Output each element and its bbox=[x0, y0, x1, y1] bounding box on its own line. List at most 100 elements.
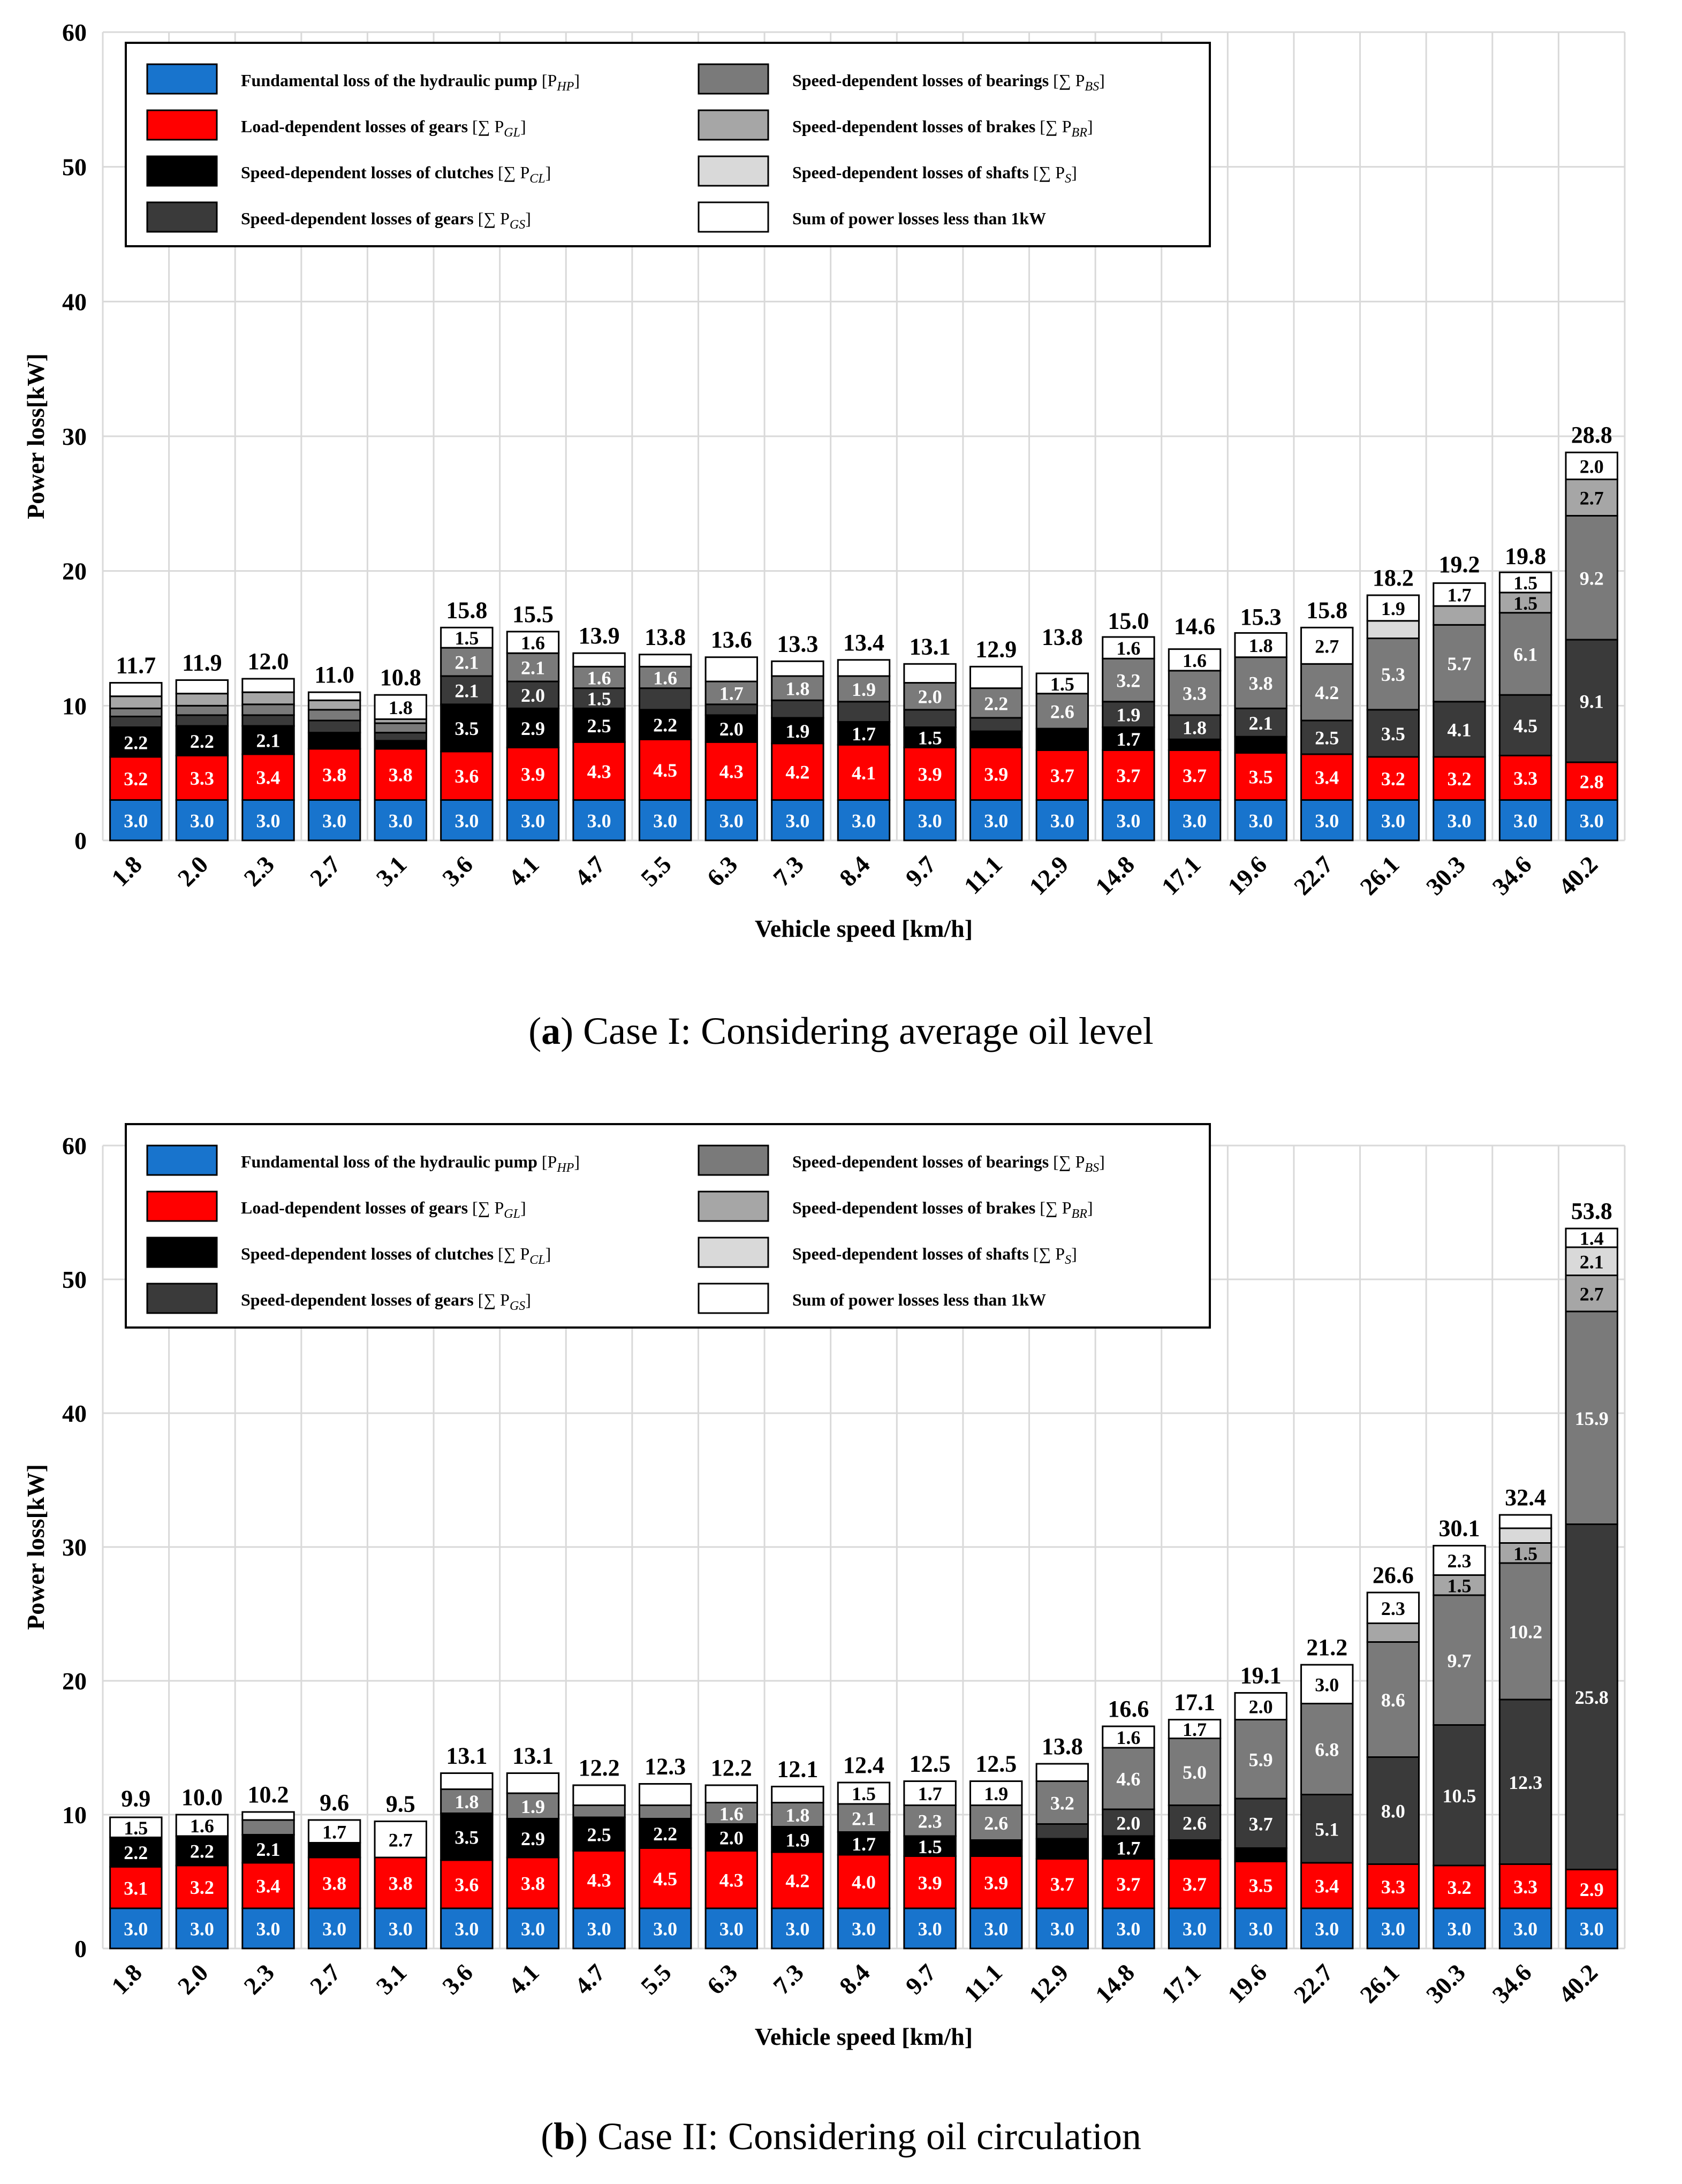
segment-value-label: 2.7 bbox=[389, 1829, 413, 1851]
y-tick-label: 10 bbox=[62, 1801, 87, 1829]
bar-segment-lt1 bbox=[175, 1814, 229, 1837]
segment-value-label: 3.0 bbox=[322, 810, 346, 831]
bar-segment-hp bbox=[903, 1907, 957, 1950]
caption-case-1-letter: a bbox=[541, 1010, 561, 1052]
bar-segment-gl bbox=[903, 746, 957, 801]
segment-value-label: 3.0 bbox=[1315, 810, 1339, 831]
segment-value-label: 2.1 bbox=[852, 1808, 876, 1829]
segment-value-label: 3.0 bbox=[984, 810, 1008, 831]
bar-total-label: 21.2 bbox=[1306, 1634, 1347, 1660]
segment-value-label: 2.5 bbox=[587, 715, 611, 737]
legend-label: Load-dependent losses of gears [∑ PGL] bbox=[241, 117, 526, 140]
segment-value-label: 1.8 bbox=[785, 1804, 809, 1826]
bar-segment-cl bbox=[638, 1818, 692, 1849]
segment-value-label: 1.9 bbox=[1116, 704, 1140, 726]
bar-segment-bs bbox=[969, 687, 1023, 719]
bars: 3.0 3.1 2.2 1.5 9.9 3.0 3.2 2.2 1.6 10.0 3.0 3.4 2.1… bbox=[109, 1198, 1618, 1950]
bar-segment-gl bbox=[1102, 749, 1155, 801]
bar-segment-br bbox=[307, 699, 361, 711]
legend-symbol: [P bbox=[542, 1152, 557, 1171]
legend-symbol-subscript: CL bbox=[529, 1253, 545, 1267]
bar-segment-gl bbox=[704, 741, 758, 801]
x-tick-label: 2.0 bbox=[172, 1959, 214, 2000]
bar-segment-bs bbox=[374, 722, 427, 734]
bar-segment-br bbox=[241, 691, 295, 706]
segment-value-label: 1.5 bbox=[1513, 572, 1537, 594]
x-axis-label: Vehicle speed [km/h] bbox=[755, 915, 973, 942]
legend-label: Speed-dependent losses of gears [∑ PGS] bbox=[241, 209, 531, 232]
segment-value-label: 2.8 bbox=[1580, 771, 1604, 792]
bar-segment-lt1 bbox=[771, 660, 824, 677]
segment-value-label: 3.0 bbox=[1116, 810, 1140, 831]
bar-segment-lt1 bbox=[175, 679, 229, 695]
bar-segment-hp bbox=[572, 799, 626, 841]
segment-value-label: 1.5 bbox=[1050, 673, 1074, 695]
bar-segment-lt1 bbox=[1366, 1591, 1420, 1624]
bar-segment-lt1 bbox=[1366, 594, 1420, 622]
bar-segment-lt1 bbox=[638, 654, 692, 668]
bar-segment-lt1 bbox=[307, 1819, 361, 1844]
bar-segment-cl bbox=[506, 707, 560, 748]
y-tick-label: 60 bbox=[62, 1132, 87, 1159]
bar-segment-cl bbox=[903, 726, 957, 748]
bar-stack: 3.0 4.3 2.01.6 12.2 bbox=[704, 1755, 758, 1950]
x-tick-label: 17.1 bbox=[1156, 851, 1206, 900]
bar-stack: 3.0 3.9 2.9 2.0 2.1 1.6 15.5 bbox=[506, 601, 560, 841]
segment-value-label: 3.3 bbox=[1513, 1876, 1537, 1898]
bar-stack: 3.0 3.3 12.3 10.2 1.5 32.4 bbox=[1498, 1484, 1552, 1950]
bar-segment-gs bbox=[1234, 707, 1287, 738]
bar-total-label: 17.1 bbox=[1174, 1689, 1215, 1716]
bar-segment-gs bbox=[1234, 1798, 1287, 1849]
legend-item-br: Speed-dependent losses of brakes [∑ PBR] bbox=[698, 109, 1093, 141]
bar-segment-gl bbox=[440, 1859, 494, 1909]
y-tick-label: 30 bbox=[62, 423, 87, 450]
legend-symbol: [∑ P bbox=[498, 163, 529, 182]
segment-value-label: 3.2 bbox=[190, 1877, 214, 1898]
segment-value-label: 2.1 bbox=[454, 652, 479, 673]
bar-total-label: 19.1 bbox=[1240, 1663, 1282, 1689]
segment-value-label: 5.3 bbox=[1381, 664, 1405, 685]
bar-segment-gs bbox=[1366, 709, 1420, 758]
segment-value-label: 3.0 bbox=[1315, 1674, 1339, 1695]
bar-stack: 3.0 3.9 1.5 2.0 13.1 bbox=[903, 633, 957, 841]
bar-segment-bs bbox=[1102, 1747, 1155, 1810]
legend-item-gl: Load-dependent losses of gears [∑ PGL] bbox=[146, 1190, 526, 1222]
bar-stack: 3.0 3.2 3.5 5.3 1.9 18.2 bbox=[1366, 565, 1420, 841]
bar-segment-gl bbox=[307, 1856, 361, 1909]
segment-value-label: 3.0 bbox=[1513, 1918, 1537, 1940]
legend-symbol-subscript: BS bbox=[1085, 80, 1099, 94]
segment-value-label: 3.9 bbox=[918, 1872, 942, 1893]
x-tick-label: 5.5 bbox=[635, 1959, 677, 2000]
legend-label: Speed-dependent losses of brakes [∑ PBR] bbox=[792, 1198, 1093, 1221]
legend-label: Speed-dependent losses of shafts [∑ PS] bbox=[792, 163, 1077, 186]
bar-segment-lt1 bbox=[638, 1783, 692, 1806]
bar-segment-bs bbox=[1234, 656, 1287, 709]
bar-segment-cl bbox=[1035, 727, 1089, 751]
bar-segment-hp bbox=[1168, 1907, 1222, 1950]
segment-value-label: 1.7 bbox=[1116, 729, 1140, 750]
bar-segment-br bbox=[1366, 1622, 1420, 1643]
bar-stack: 3.0 3.4 5.1 6.8 3.0 21.2 bbox=[1300, 1634, 1354, 1950]
bar-segment-cl bbox=[440, 1813, 494, 1861]
segment-value-label: 4.3 bbox=[587, 761, 611, 782]
bar-stack: 3.0 3.7 2.6 5.0 1.7 17.1 bbox=[1168, 1689, 1222, 1950]
bar-total-label: 53.8 bbox=[1571, 1198, 1612, 1224]
segment-value-label: 3.9 bbox=[984, 1872, 1008, 1893]
bar-segment-hp bbox=[307, 799, 361, 841]
bar-segment-bs bbox=[440, 1788, 494, 1814]
legend-swatch bbox=[698, 1190, 769, 1222]
x-tick-label: 6.3 bbox=[702, 1959, 743, 2000]
x-tick-label: 4.7 bbox=[569, 1959, 610, 2000]
bar-total-label: 15.3 bbox=[1240, 604, 1282, 630]
bar-total-label: 12.3 bbox=[645, 1754, 686, 1780]
segment-value-label: 3.2 bbox=[1447, 768, 1471, 790]
segment-value-label: 2.2 bbox=[190, 731, 214, 752]
bar-segment-bs bbox=[1433, 1594, 1486, 1726]
segment-value-label: 1.5 bbox=[454, 627, 479, 649]
segment-value-label: 1.7 bbox=[322, 1821, 346, 1842]
bar-total-label: 12.0 bbox=[248, 648, 289, 674]
segment-value-label: 3.0 bbox=[785, 810, 809, 831]
legend-symbol: [∑ P bbox=[1033, 163, 1065, 182]
bar-segment-cl bbox=[1102, 1835, 1155, 1860]
